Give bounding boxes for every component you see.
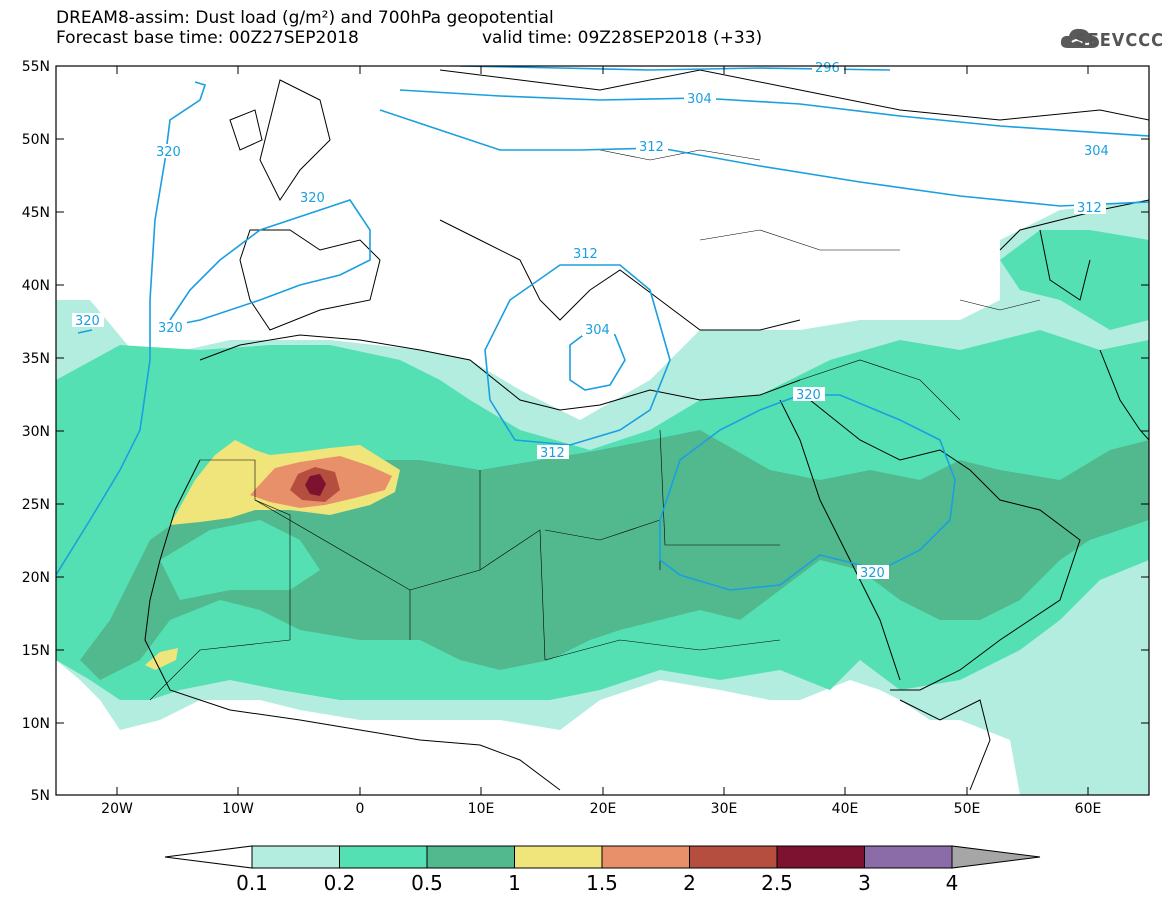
contour-label: 304 bbox=[1084, 144, 1109, 159]
contour-label: 320 bbox=[860, 566, 885, 581]
legend-swatch bbox=[864, 845, 953, 869]
lat-label: 40N bbox=[22, 278, 50, 294]
geopotential-contours bbox=[56, 66, 1149, 591]
forecast-base-time: Forecast base time: 00Z27SEP2018 bbox=[56, 28, 359, 48]
legend-label: 1.5 bbox=[586, 871, 618, 895]
legend-label: 0.5 bbox=[411, 871, 443, 895]
legend-label: 2.5 bbox=[761, 871, 793, 895]
legend-swatch bbox=[689, 845, 778, 869]
contour-label: 296 bbox=[815, 61, 840, 76]
map-title: DREAM8-assim: Dust load (g/m²) and 700hP… bbox=[56, 8, 554, 28]
longitude-axis bbox=[116, 66, 1089, 795]
legend-label: 2 bbox=[683, 871, 696, 895]
lat-label: 30N bbox=[22, 424, 50, 440]
legend-swatch bbox=[339, 845, 428, 869]
lon-label: 20W bbox=[101, 801, 133, 817]
legend-label: 3 bbox=[858, 871, 871, 895]
lat-label: 20N bbox=[22, 570, 50, 586]
legend-swatch bbox=[251, 845, 340, 869]
longitude-labels: 20W 10W 0 10E 20E 30E 40E 50E 60E bbox=[101, 801, 1101, 817]
dust-level-1-patch bbox=[145, 648, 178, 670]
contour-label: 312 bbox=[573, 247, 598, 262]
lat-label: 45N bbox=[22, 205, 50, 221]
dust-shading bbox=[56, 200, 1149, 795]
contour-label: 320 bbox=[796, 388, 821, 403]
lat-label: 55N bbox=[22, 59, 50, 75]
lon-label: 50E bbox=[954, 801, 981, 817]
lat-label: 25N bbox=[22, 497, 50, 513]
cloud-logo-icon bbox=[1060, 28, 1099, 48]
lon-label: 20E bbox=[590, 801, 617, 817]
dust-patch bbox=[160, 520, 320, 600]
lat-label: 5N bbox=[31, 788, 50, 804]
lon-label: 10W bbox=[222, 801, 254, 817]
contour-label: 312 bbox=[639, 140, 664, 155]
legend-swatch bbox=[601, 845, 690, 869]
lon-label: 0 bbox=[356, 801, 365, 817]
contour-label: 312 bbox=[540, 446, 565, 461]
lon-label: 60E bbox=[1075, 801, 1102, 817]
lat-label: 10N bbox=[22, 716, 50, 732]
contour-labels: 296 304 312 304 312 320 320 320 320 312 … bbox=[72, 60, 1113, 581]
contour-label: 304 bbox=[687, 92, 712, 107]
legend-swatch bbox=[426, 845, 515, 869]
legend-label: 0.2 bbox=[324, 871, 356, 895]
legend-swatch bbox=[514, 845, 603, 869]
lon-label: 10E bbox=[468, 801, 495, 817]
contour-label: 320 bbox=[156, 145, 181, 160]
contour-label: 312 bbox=[1077, 201, 1102, 216]
lat-label: 50N bbox=[22, 132, 50, 148]
dust-level-2.5 bbox=[305, 474, 326, 496]
lon-label: 40E bbox=[832, 801, 859, 817]
latitude-labels: 55N 50N 45N 40N 35N 30N 25N 20N 15N 10N … bbox=[22, 59, 50, 804]
legend-label: 1 bbox=[508, 871, 521, 895]
contour-label: 320 bbox=[300, 191, 325, 206]
color-legend: 0.1 0.2 0.5 1 1.5 2 2.5 3 4 bbox=[164, 845, 1041, 895]
lat-label: 15N bbox=[22, 643, 50, 659]
logo-text: SEEVCCC bbox=[1075, 30, 1164, 51]
legend-label: 4 bbox=[946, 871, 959, 895]
legend-label: 0.1 bbox=[236, 871, 268, 895]
legend-over-triangle bbox=[951, 845, 1041, 869]
coastlines bbox=[144, 69, 1149, 791]
lat-label: 35N bbox=[22, 351, 50, 367]
valid-time: valid time: 09Z28SEP2018 (+33) bbox=[482, 28, 763, 48]
legend-swatch bbox=[776, 845, 865, 869]
contour-label: 320 bbox=[158, 321, 183, 336]
dust-level-0.2-caspian bbox=[1000, 230, 1149, 330]
legend-under-triangle bbox=[164, 845, 253, 869]
latitude-axis bbox=[56, 65, 1149, 724]
contour-label: 320 bbox=[75, 314, 100, 329]
contour-label: 304 bbox=[585, 323, 610, 338]
lon-label: 30E bbox=[711, 801, 738, 817]
